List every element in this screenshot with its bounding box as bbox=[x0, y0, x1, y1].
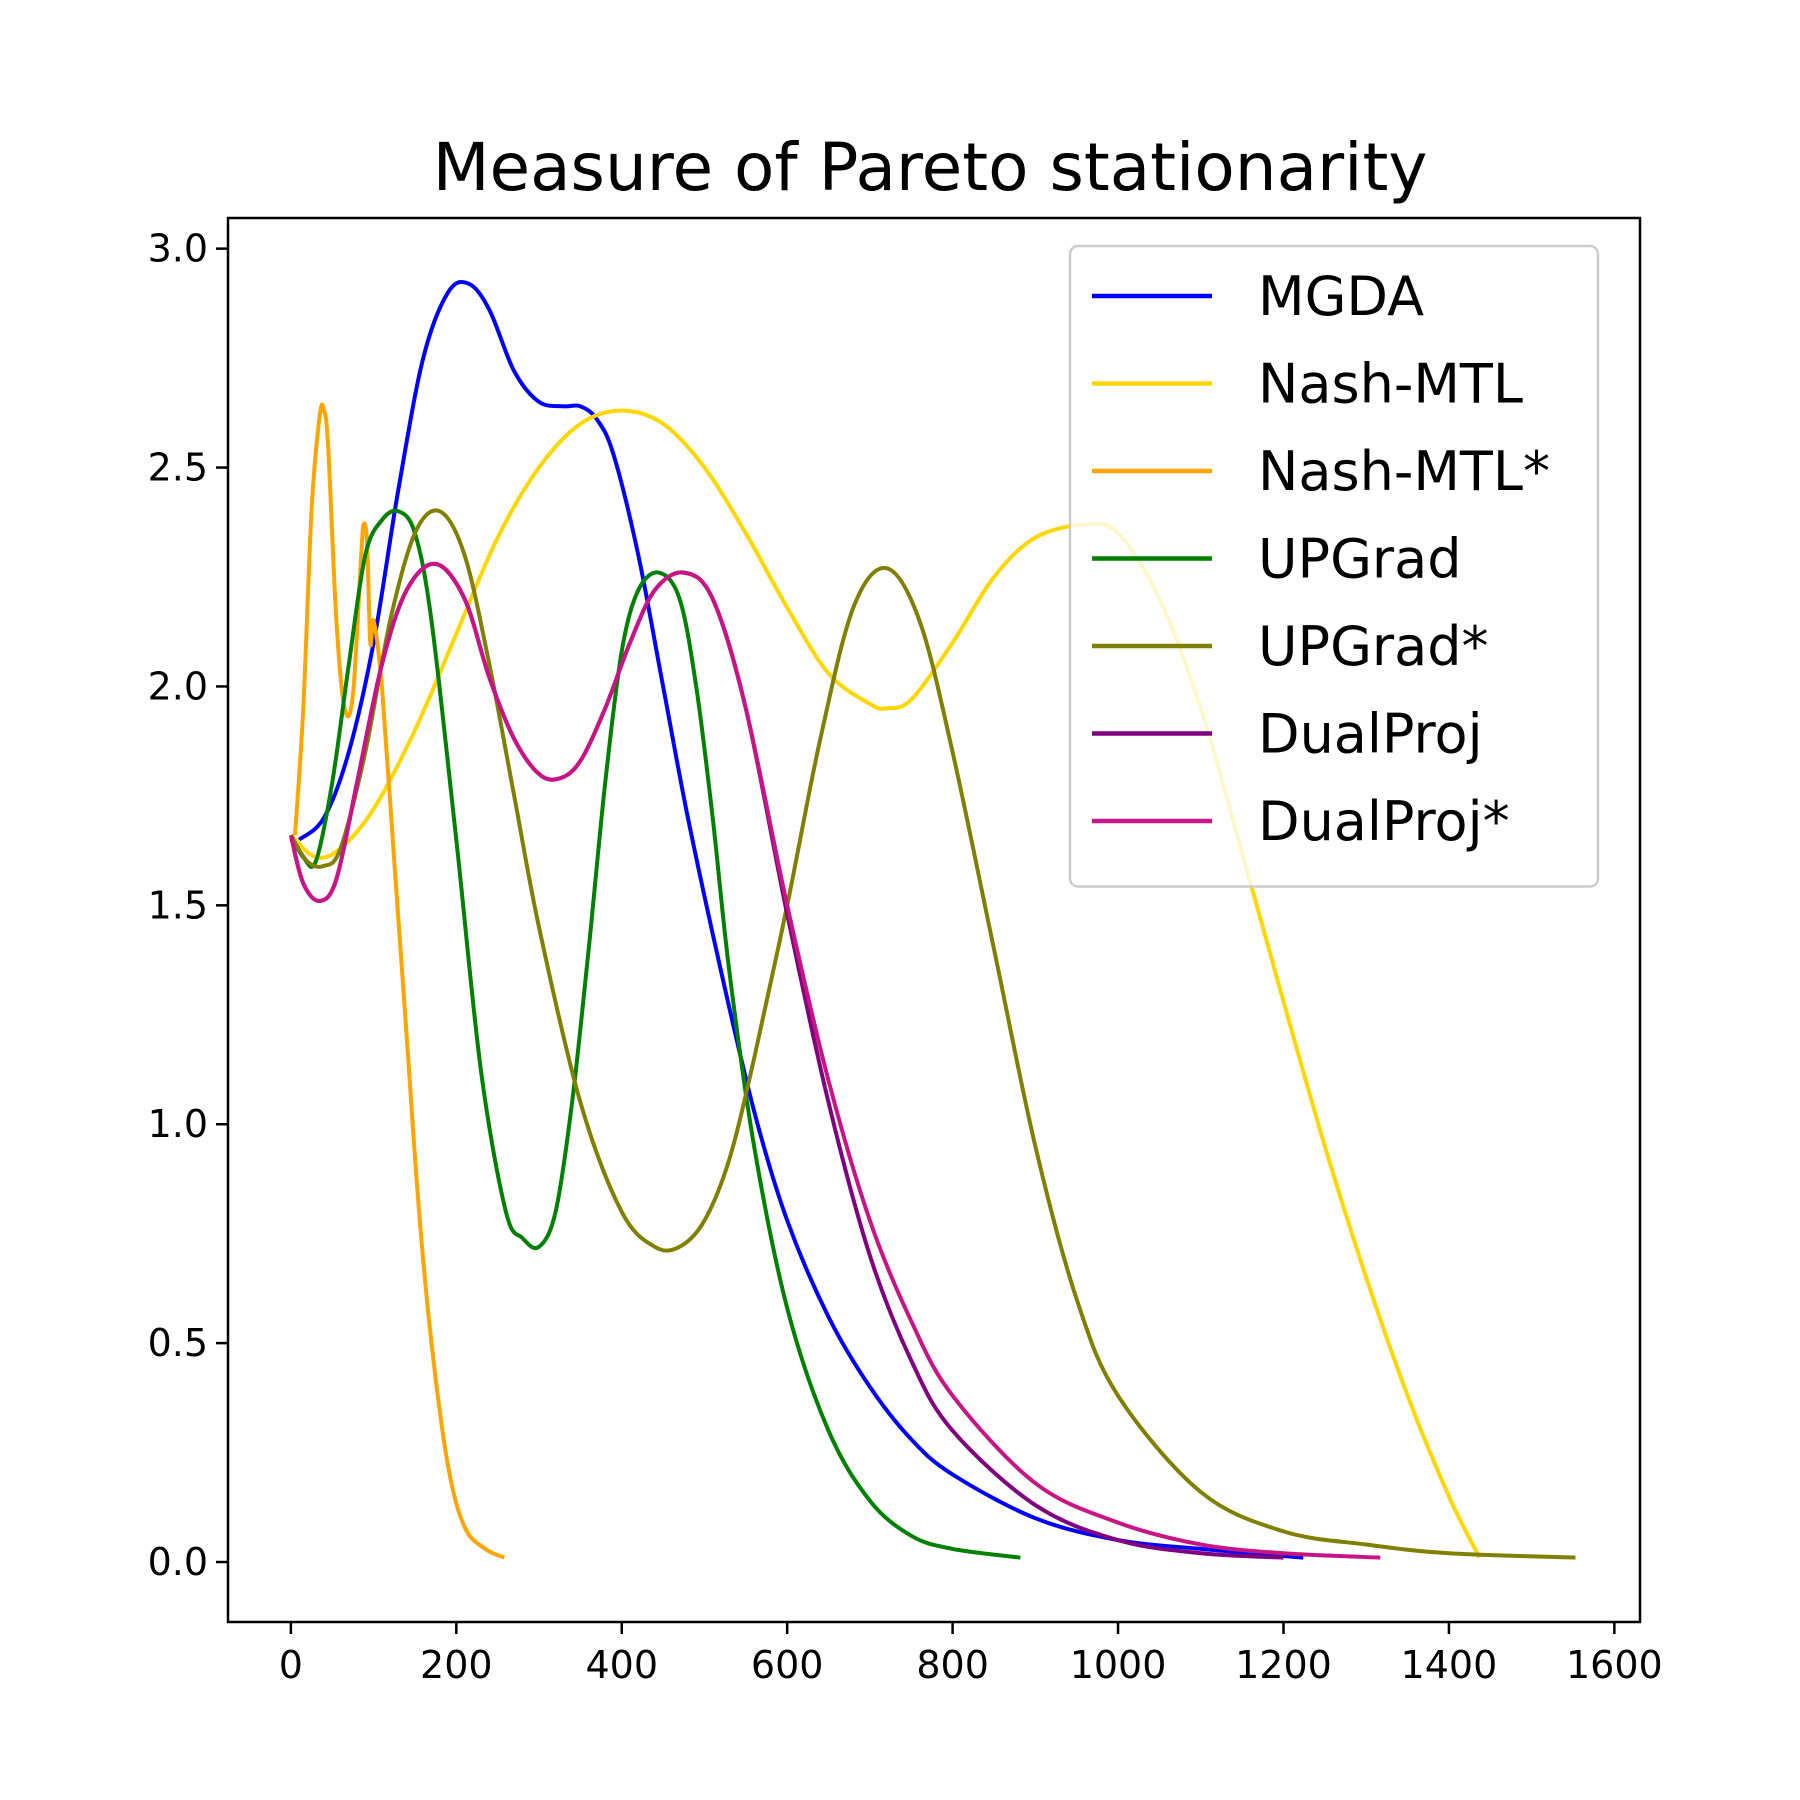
plot-area bbox=[288, 279, 1576, 1560]
legend-label: UPGrad bbox=[1258, 528, 1462, 591]
x-tick-label: 400 bbox=[585, 1643, 658, 1687]
legend-label: Nash-MTL bbox=[1258, 353, 1523, 416]
x-tick-label: 0 bbox=[279, 1643, 303, 1687]
y-axis: 0.0 0.5 1.0 1.5 2.0 2.5 3.0 bbox=[148, 227, 228, 1584]
legend-label: DualProj bbox=[1258, 703, 1483, 766]
y-tick-label: 2.0 bbox=[148, 664, 208, 708]
x-axis: 0 200 400 600 800 1000 1200 1400 1600 bbox=[279, 1622, 1663, 1687]
series-line-5 bbox=[289, 508, 1576, 1560]
legend-label: UPGrad* bbox=[1258, 615, 1489, 678]
y-tick-label: 3.0 bbox=[148, 227, 208, 271]
legend-label: DualProj* bbox=[1258, 790, 1510, 853]
y-tick-label: 1.5 bbox=[148, 883, 208, 927]
y-tick-label: 1.0 bbox=[148, 1102, 208, 1146]
series-line-4 bbox=[289, 508, 1021, 1560]
x-tick-label: 1400 bbox=[1401, 1643, 1498, 1687]
legend-box bbox=[1068, 244, 1600, 888]
x-tick-label: 800 bbox=[916, 1643, 989, 1687]
series-line-2 bbox=[289, 408, 1482, 1559]
chart-title: Measure of Pareto stationarity bbox=[433, 129, 1428, 206]
x-tick-label: 1000 bbox=[1070, 1643, 1167, 1687]
x-tick-label: 1600 bbox=[1566, 1643, 1663, 1687]
y-tick-label: 0.0 bbox=[148, 1540, 208, 1584]
plot-frame bbox=[226, 216, 1642, 1624]
series-line-7 bbox=[288, 561, 1381, 1560]
series-line-1 bbox=[297, 279, 1304, 1560]
x-tick-label: 200 bbox=[420, 1643, 493, 1687]
x-tick-label: 1200 bbox=[1235, 1643, 1332, 1687]
legend-label: MGDA bbox=[1258, 265, 1424, 328]
y-tick-label: 2.5 bbox=[148, 446, 208, 490]
x-tick-label: 600 bbox=[751, 1643, 824, 1687]
y-tick-label: 0.5 bbox=[148, 1321, 208, 1365]
legend: MGDA Nash-MTL Nash-MTL* UPGrad UPGrad* DualPr… bbox=[1068, 244, 1600, 888]
legend-label: Nash-MTL* bbox=[1258, 440, 1550, 503]
